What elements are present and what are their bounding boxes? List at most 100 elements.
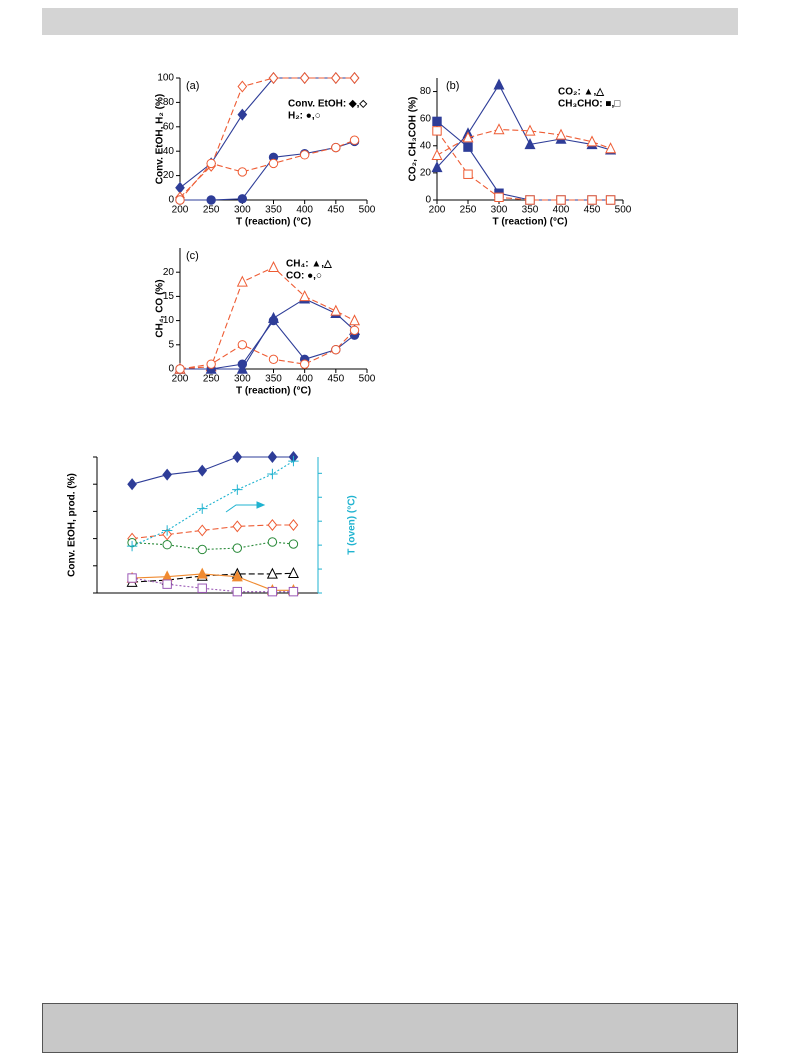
- marker: [267, 261, 280, 273]
- y2-axis-title: T (oven) (°C): [347, 495, 358, 555]
- marker: [267, 451, 278, 463]
- marker: [463, 169, 473, 179]
- x-tick-label: 500: [359, 374, 376, 385]
- marker: [299, 359, 310, 369]
- x-tick-label: 250: [203, 374, 220, 385]
- marker: [349, 325, 360, 335]
- marker: [237, 194, 248, 204]
- y-tick-label: 20: [163, 170, 175, 181]
- marker: [432, 126, 442, 136]
- marker: [175, 181, 185, 194]
- marker: [162, 579, 172, 589]
- x-tick-label: 350: [522, 205, 539, 216]
- chart: 0 20 40 60 80 200 250 300 350 400 450 500 T (reactio…: [408, 78, 632, 228]
- marker: [162, 540, 172, 550]
- legend-entry: CH₄: ▲,△: [286, 259, 332, 270]
- marker: [126, 540, 138, 552]
- y-tick-label: 5: [168, 339, 174, 350]
- panel-label: (c): [186, 250, 199, 262]
- x-tick-label: 300: [491, 205, 508, 216]
- x-axis-title: T (reaction) (°C): [236, 217, 311, 228]
- y-tick-label: 20: [420, 168, 432, 179]
- marker: [236, 275, 248, 287]
- marker: [162, 468, 173, 481]
- x-tick-label: 450: [584, 205, 601, 216]
- marker: [586, 135, 598, 147]
- y-tick-label: 0: [425, 195, 431, 206]
- marker: [197, 464, 208, 477]
- marker: [493, 78, 505, 90]
- series-line: [436, 130, 611, 201]
- marker: [525, 195, 535, 205]
- chart: 0 20 40 60 80 100 200 250 300 350 400 450 500 T (reac…: [155, 72, 376, 228]
- marker: [232, 543, 243, 553]
- marker: [431, 148, 443, 160]
- marker: [431, 161, 443, 173]
- marker: [299, 290, 311, 302]
- marker: [349, 72, 360, 84]
- y-tick-label: 80: [420, 86, 432, 97]
- marker: [267, 519, 278, 531]
- y-tick-label: 100: [157, 73, 174, 84]
- marker: [462, 131, 474, 143]
- x-tick-label: 200: [429, 205, 446, 216]
- y-tick-label: 40: [420, 140, 432, 151]
- annotation-arrow: [225, 501, 266, 513]
- marker: [299, 150, 310, 160]
- x-tick-label: 400: [296, 205, 313, 216]
- marker: [299, 72, 310, 84]
- marker: [267, 537, 278, 547]
- marker: [206, 359, 216, 369]
- series-line: [179, 266, 355, 370]
- marker: [288, 586, 299, 597]
- marker: [231, 570, 243, 582]
- x-tick-label: 500: [615, 205, 632, 216]
- marker: [175, 195, 185, 205]
- y-tick-label: 80: [163, 97, 175, 108]
- footer-bar: [42, 1003, 738, 1053]
- marker: [197, 583, 207, 593]
- marker: [524, 124, 536, 136]
- marker: [288, 519, 299, 531]
- series-line: [132, 572, 294, 583]
- y-tick-label: 15: [163, 291, 175, 302]
- panel-label: (b): [446, 80, 459, 92]
- header-bar: [42, 8, 738, 35]
- x-tick-label: 250: [460, 205, 477, 216]
- series-line: [131, 456, 294, 485]
- y-tick-label: 0: [168, 364, 174, 375]
- legend-entry: H₂: ●,○: [288, 111, 321, 122]
- x-tick-label: 400: [296, 374, 313, 385]
- marker: [206, 195, 216, 205]
- y-tick-label: 60: [163, 121, 175, 132]
- marker: [268, 158, 279, 169]
- legend-entry: Conv. EtOH: ◆,◇: [288, 99, 367, 110]
- marker: [349, 314, 361, 326]
- y-axis-title: CO₂, CH₃COH (%): [408, 97, 419, 182]
- marker: [266, 567, 278, 579]
- marker: [555, 128, 567, 140]
- y-axis-title: Conv. EtOH, prod. (%): [67, 473, 78, 577]
- marker: [268, 315, 279, 326]
- marker: [197, 524, 208, 537]
- marker: [267, 468, 278, 480]
- y-tick-label: 60: [420, 113, 432, 124]
- series-line: [179, 77, 355, 198]
- x-tick-label: 300: [234, 374, 251, 385]
- y-tick-label: 0: [168, 195, 174, 206]
- marker: [196, 567, 208, 579]
- x-tick-label: 350: [265, 205, 282, 216]
- marker: [232, 484, 243, 495]
- x-axis-title: T (reaction) (°C): [236, 386, 311, 397]
- marker: [197, 544, 207, 555]
- marker: [432, 116, 442, 127]
- marker: [288, 539, 299, 549]
- series-line: [180, 298, 355, 370]
- y-tick-label: 10: [163, 315, 175, 326]
- marker: [331, 344, 341, 355]
- marker: [206, 158, 216, 169]
- marker: [127, 478, 137, 491]
- marker: [175, 364, 185, 374]
